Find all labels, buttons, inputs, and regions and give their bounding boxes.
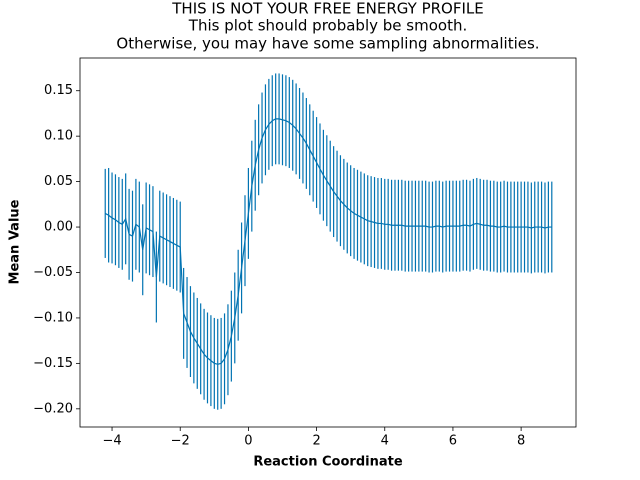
chart-subtitle: This plot should probably be smooth. [188, 17, 467, 35]
chart-subtitle: Otherwise, you may have some sampling ab… [116, 35, 539, 53]
y-tick-label: −0.05 [33, 265, 73, 280]
x-tick-label: 6 [449, 434, 457, 449]
x-tick-label: −4 [102, 434, 121, 449]
y-tick-label: 0.05 [44, 174, 73, 189]
x-tick-label: 0 [244, 434, 252, 449]
y-axis-label: Mean Value [8, 199, 23, 284]
x-tick-label: −2 [171, 434, 190, 449]
y-tick-label: −0.20 [33, 401, 73, 416]
y-tick-label: 0.15 [44, 83, 73, 98]
x-tick-label: 2 [312, 434, 320, 449]
x-tick-label: 4 [381, 434, 389, 449]
y-tick-label: −0.10 [33, 310, 73, 325]
mean-line [104, 118, 552, 365]
y-tick-label: −0.15 [33, 356, 73, 371]
y-tick-label: 0.00 [44, 220, 73, 235]
x-tick-label: 8 [517, 434, 525, 449]
plot-frame [79, 57, 577, 428]
y-tick-label: 0.10 [44, 129, 73, 144]
x-axis-label: Reaction Coordinate [253, 455, 403, 470]
chart-title: THIS IS NOT YOUR FREE ENERGY PROFILE [171, 0, 483, 18]
